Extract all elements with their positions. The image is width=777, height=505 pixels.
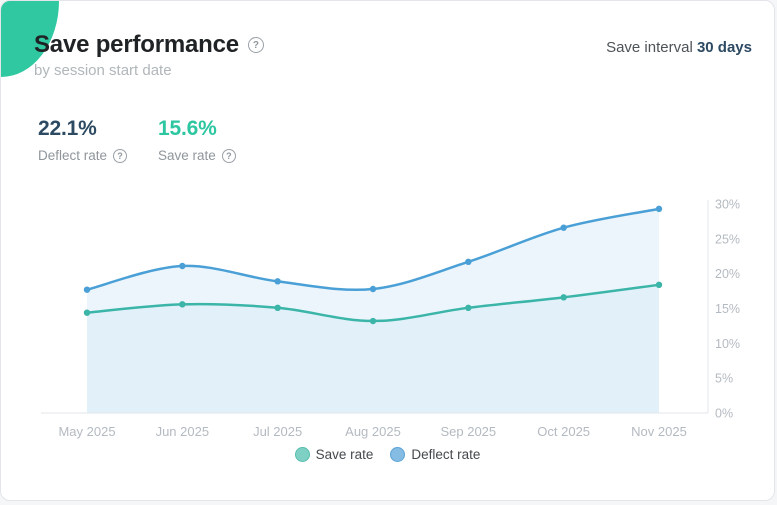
data-point bbox=[369, 317, 377, 325]
data-point bbox=[179, 301, 186, 308]
y-tick-label: 5% bbox=[715, 372, 733, 386]
save-interval-label: Save interval bbox=[606, 39, 693, 56]
chart-legend: Save rate Deflect rate bbox=[1, 447, 774, 462]
series-save-rate bbox=[83, 281, 663, 325]
data-point bbox=[83, 309, 91, 316]
legend-item-save-rate[interactable]: Save rate bbox=[294, 447, 374, 462]
deflect-rate-help-icon[interactable]: ? bbox=[113, 148, 128, 163]
legend-item-deflect-rate[interactable]: Deflect rate bbox=[390, 447, 480, 462]
chart-areas bbox=[87, 208, 659, 413]
page-title: Save performance bbox=[34, 31, 239, 58]
chart-axes: 0% 5% 10% 15% 20% 25% 30% May 2025 Jun 2025 Jul 2… bbox=[41, 198, 740, 439]
page-subtitle: by session start date bbox=[34, 62, 172, 79]
save-rate-value: 15.6% bbox=[158, 117, 217, 140]
data-point bbox=[465, 304, 472, 312]
save-interval-value[interactable]: 30 days bbox=[696, 39, 752, 56]
x-tick-label: Aug 2025 bbox=[345, 424, 401, 439]
stats-row: 22.1% Deflect rate ? 15.6% Save rate ? bbox=[38, 117, 236, 163]
data-point bbox=[560, 224, 567, 231]
series-deflect-rate bbox=[83, 205, 663, 293]
title-help-icon[interactable]: ? bbox=[247, 37, 264, 53]
save-rate-legend-label: Save rate bbox=[315, 447, 374, 462]
y-tick-label: 20% bbox=[715, 267, 740, 281]
card-header: Save performance ? by session start date bbox=[34, 31, 264, 79]
data-point bbox=[655, 281, 663, 289]
y-tick-label: 15% bbox=[715, 302, 740, 316]
x-tick-label: Nov 2025 bbox=[631, 424, 687, 439]
save-rate-help-icon[interactable]: ? bbox=[221, 148, 236, 163]
x-tick-label: Sep 2025 bbox=[440, 424, 496, 439]
data-point bbox=[369, 285, 377, 293]
data-point bbox=[560, 294, 567, 301]
x-tick-label: Jul 2025 bbox=[253, 424, 302, 439]
save-rate-legend-dot bbox=[294, 447, 310, 462]
x-tick-label: May 2025 bbox=[58, 424, 115, 439]
deflect-rate-stat: 22.1% Deflect rate ? bbox=[38, 117, 128, 163]
y-tick-label: 10% bbox=[715, 337, 740, 351]
save-rate-label: Save rate bbox=[158, 148, 216, 163]
y-tick-label: 30% bbox=[715, 198, 740, 212]
save-interval: Save interval 30 days bbox=[606, 39, 752, 56]
data-point bbox=[655, 205, 663, 213]
deflect-rate-legend-dot bbox=[390, 447, 406, 462]
data-point bbox=[274, 278, 281, 285]
x-tick-label: Jun 2025 bbox=[156, 424, 210, 439]
data-point bbox=[179, 262, 186, 270]
deflect-rate-value: 22.1% bbox=[38, 117, 97, 140]
save-rate-stat: 15.6% Save rate ? bbox=[158, 117, 236, 163]
performance-line-chart[interactable]: 0% 5% 10% 15% 20% 25% 30% May 2025 Jun 2025 Jul 2… bbox=[1, 186, 775, 444]
y-tick-label: 0% bbox=[715, 407, 733, 421]
data-point bbox=[83, 286, 91, 293]
deflect-rate-label: Deflect rate bbox=[38, 148, 108, 163]
data-point bbox=[274, 304, 281, 312]
y-tick-label: 25% bbox=[715, 232, 740, 246]
data-point bbox=[465, 258, 472, 266]
x-tick-label: Oct 2025 bbox=[537, 424, 590, 439]
area-save-rate bbox=[87, 284, 659, 413]
deflect-rate-legend-label: Deflect rate bbox=[411, 447, 481, 462]
